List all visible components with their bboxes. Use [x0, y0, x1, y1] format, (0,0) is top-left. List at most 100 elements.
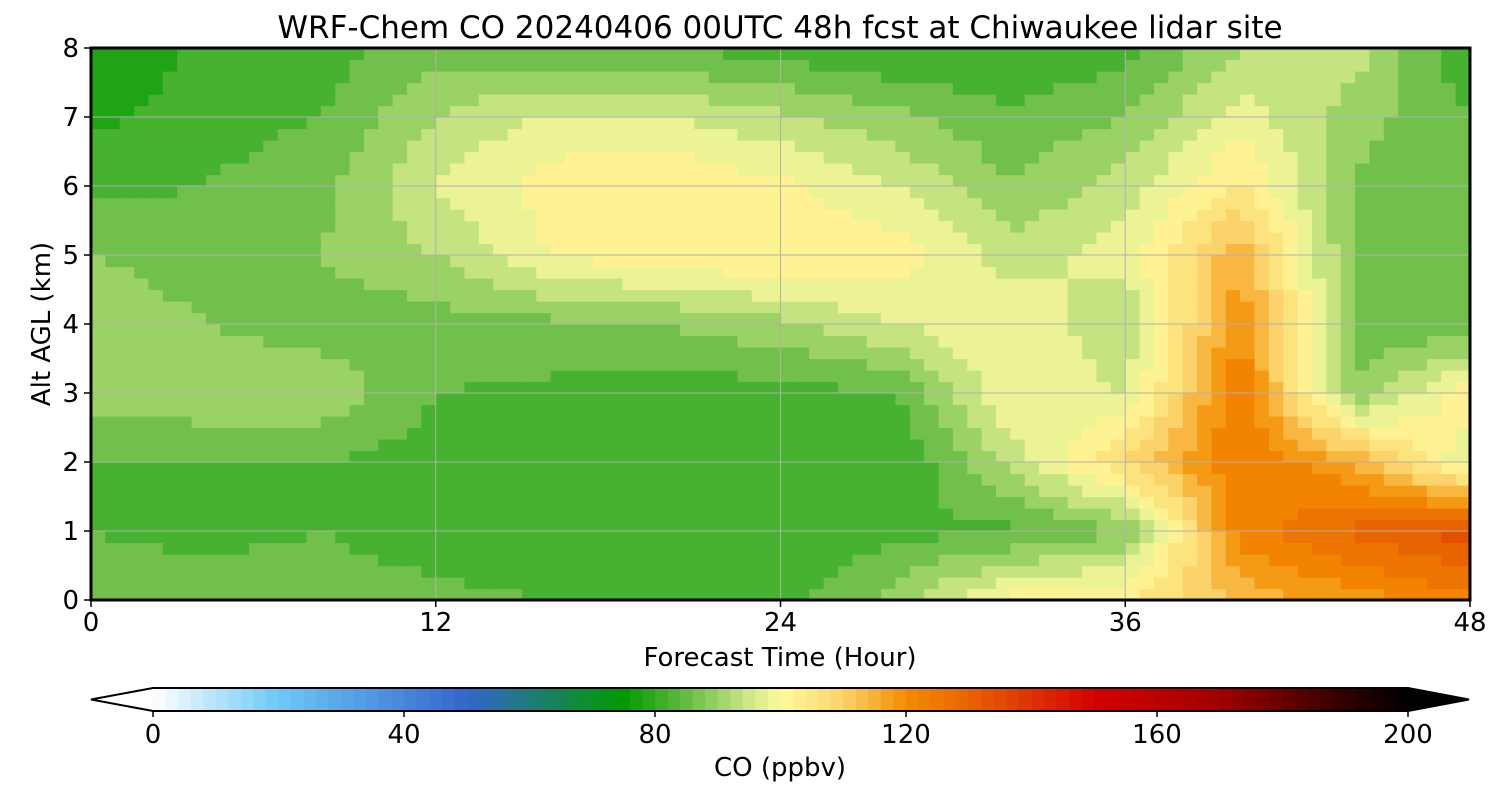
contour-cell: [737, 128, 753, 141]
contour-cell: [866, 335, 882, 348]
contour-cell: [249, 496, 264, 509]
contour-cell: [148, 393, 164, 406]
contour-cell: [550, 542, 566, 555]
contour-cell: [895, 220, 911, 233]
contour-cell: [407, 82, 422, 95]
contour-cell: [1082, 404, 1098, 417]
contour-cell: [1024, 485, 1040, 498]
contour-cell: [320, 140, 336, 153]
contour-cell: [909, 128, 925, 141]
contour-cell: [220, 427, 236, 440]
y-tick-label: 3: [62, 379, 79, 409]
contour-cell: [1110, 416, 1126, 429]
contour-cell: [1398, 416, 1414, 429]
contour-cell: [1455, 48, 1471, 61]
contour-cell: [134, 48, 150, 61]
contour-cell: [1297, 186, 1313, 199]
contour-cell: [679, 347, 695, 360]
colorbar-segment: [780, 688, 794, 711]
contour-cell: [1340, 473, 1356, 486]
contour-cell: [220, 232, 236, 245]
contour-cell: [837, 186, 853, 199]
contour-cell: [1096, 59, 1112, 72]
contour-cell: [177, 577, 193, 590]
contour-cell: [1110, 94, 1126, 107]
contour-cell: [1355, 186, 1371, 199]
x-tick-label: 36: [1109, 608, 1142, 638]
contour-cell: [1153, 519, 1169, 532]
contour-cell: [794, 404, 810, 417]
contour-cell: [421, 335, 437, 348]
contour-cell: [91, 71, 106, 84]
contour-cell: [636, 588, 652, 601]
contour-cell: [1340, 542, 1356, 555]
contour-cell: [536, 220, 552, 233]
contour-cell: [924, 531, 940, 544]
contour-cell: [924, 312, 940, 325]
contour-cell: [91, 416, 106, 429]
contour-cell: [435, 255, 451, 268]
contour-cell: [1168, 232, 1184, 245]
contour-cell: [320, 508, 336, 521]
contour-cell: [1426, 519, 1442, 532]
contour-cell: [536, 140, 552, 153]
contour-cell: [1455, 301, 1471, 314]
contour-cell: [119, 531, 135, 544]
contour-cell: [1082, 416, 1098, 429]
contour-cell: [507, 289, 523, 302]
contour-cell: [335, 450, 351, 463]
contour-cell: [277, 347, 293, 360]
contour-cell: [1297, 370, 1313, 383]
contour-cell: [1125, 209, 1141, 222]
contour-cell: [464, 163, 480, 176]
contour-cell: [1240, 278, 1256, 291]
contour-cell: [837, 393, 853, 406]
contour-cell: [407, 117, 422, 130]
contour-cell: [809, 404, 825, 417]
contour-cell: [737, 278, 753, 291]
contour-cell: [1225, 117, 1241, 130]
contour-cell: [119, 450, 135, 463]
contour-cell: [550, 508, 566, 521]
contour-cell: [823, 324, 839, 337]
contour-cell: [162, 278, 178, 291]
contour-cell: [277, 324, 293, 337]
contour-cell: [1441, 278, 1457, 291]
contour-cell: [723, 197, 739, 210]
contour-cell: [636, 496, 652, 509]
contour-cell: [1283, 59, 1299, 72]
contour-cell: [694, 473, 710, 486]
contour-cell: [363, 508, 379, 521]
contour-cell: [837, 105, 853, 118]
contour-cell: [205, 542, 221, 555]
contour-cell: [277, 335, 293, 348]
contour-cell: [306, 197, 322, 210]
contour-cell: [1297, 404, 1313, 417]
contour-cell: [981, 439, 997, 452]
contour-cell: [421, 94, 437, 107]
contour-cell: [1441, 542, 1457, 555]
contour-cell: [981, 117, 997, 130]
contour-cell: [766, 588, 782, 601]
contour-cell: [1383, 370, 1399, 383]
contour-cell: [1441, 462, 1457, 475]
contour-cell: [679, 450, 695, 463]
contour-cell: [91, 266, 106, 279]
contour-cell: [234, 370, 250, 383]
contour-cell: [909, 255, 925, 268]
colorbar-segment: [1081, 688, 1095, 711]
contour-cell: [766, 554, 782, 567]
contour-cell: [924, 243, 940, 256]
contour-cell: [1168, 312, 1184, 325]
contour-cell: [320, 358, 336, 371]
contour-cell: [263, 59, 279, 72]
contour-cell: [220, 312, 236, 325]
contour-cell: [363, 312, 379, 325]
contour-cell: [708, 82, 724, 95]
contour-cell: [349, 151, 365, 164]
contour-cell: [1268, 496, 1284, 509]
contour-cell: [1211, 324, 1227, 337]
contour-cell: [723, 312, 739, 325]
contour-cell: [435, 163, 451, 176]
contour-cell: [665, 427, 681, 440]
